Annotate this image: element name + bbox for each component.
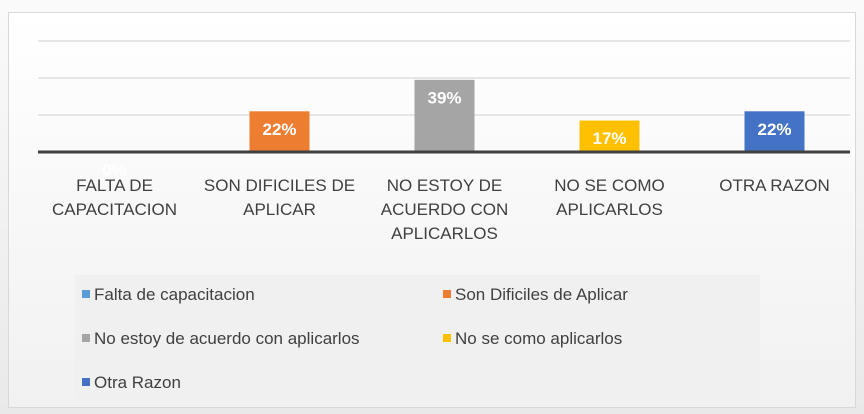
legend-swatch: [82, 378, 90, 386]
data-label: 22%: [262, 120, 296, 139]
legend: Falta de capacitacion Son Dificiles de Ap…: [75, 275, 760, 400]
bar: [249, 111, 310, 152]
data-label: 22%: [757, 120, 791, 139]
legend-label: Falta de capacitacion: [94, 285, 255, 304]
x-tick-label: OTRA RAZON: [719, 176, 830, 195]
legend-item: Otra Razon: [82, 373, 181, 393]
x-tick-label: NO SE COMO APLICARLOS: [554, 176, 665, 219]
data-label: 39%: [427, 88, 461, 107]
data-label: 17%: [592, 129, 626, 148]
legend-swatch: [443, 334, 451, 342]
x-tick-label: NO ESTOY DE ACUERDO CON APLICARLOS: [380, 176, 509, 243]
legend-label: No se como aplicarlos: [455, 329, 623, 348]
legend-item: No estoy de acuerdo con aplicarlos: [82, 329, 360, 349]
legend-item: Son Dificiles de Aplicar: [443, 285, 628, 305]
x-tick-label: SON DIFICILES DE APLICAR: [203, 176, 356, 219]
bar: [579, 120, 640, 152]
legend-swatch: [82, 334, 90, 342]
x-tick-label: FALTA DE CAPACITACION: [52, 176, 177, 219]
legend-label: No estoy de acuerdo con aplicarlos: [94, 329, 360, 348]
data-label: 0%: [102, 160, 127, 179]
bar: [414, 79, 475, 152]
legend-label: Otra Razon: [94, 373, 181, 392]
legend-item: Falta de capacitacion: [82, 285, 255, 305]
legend-item: No se como aplicarlos: [443, 329, 622, 349]
legend-swatch: [82, 290, 90, 298]
legend-label: Son Dificiles de Aplicar: [455, 285, 628, 304]
legend-swatch: [443, 290, 451, 298]
bar: [744, 111, 805, 152]
